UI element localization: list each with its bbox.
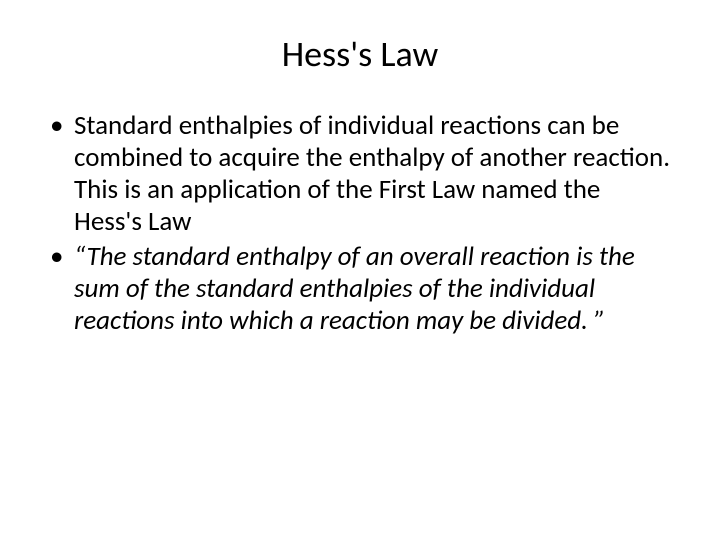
slide: Hess's Law Standard enthalpies of indivi…: [0, 0, 720, 540]
slide-title: Hess's Law: [46, 32, 674, 76]
bullet-text: Standard enthalpies of individual reacti…: [74, 109, 670, 238]
bullet-text: “The standard enthalpy of an overall rea…: [74, 240, 635, 337]
bullet-list: Standard enthalpies of individual reacti…: [46, 110, 674, 337]
bullet-item: “The standard enthalpy of an overall rea…: [46, 241, 674, 337]
bullet-item: Standard enthalpies of individual reacti…: [46, 110, 674, 237]
